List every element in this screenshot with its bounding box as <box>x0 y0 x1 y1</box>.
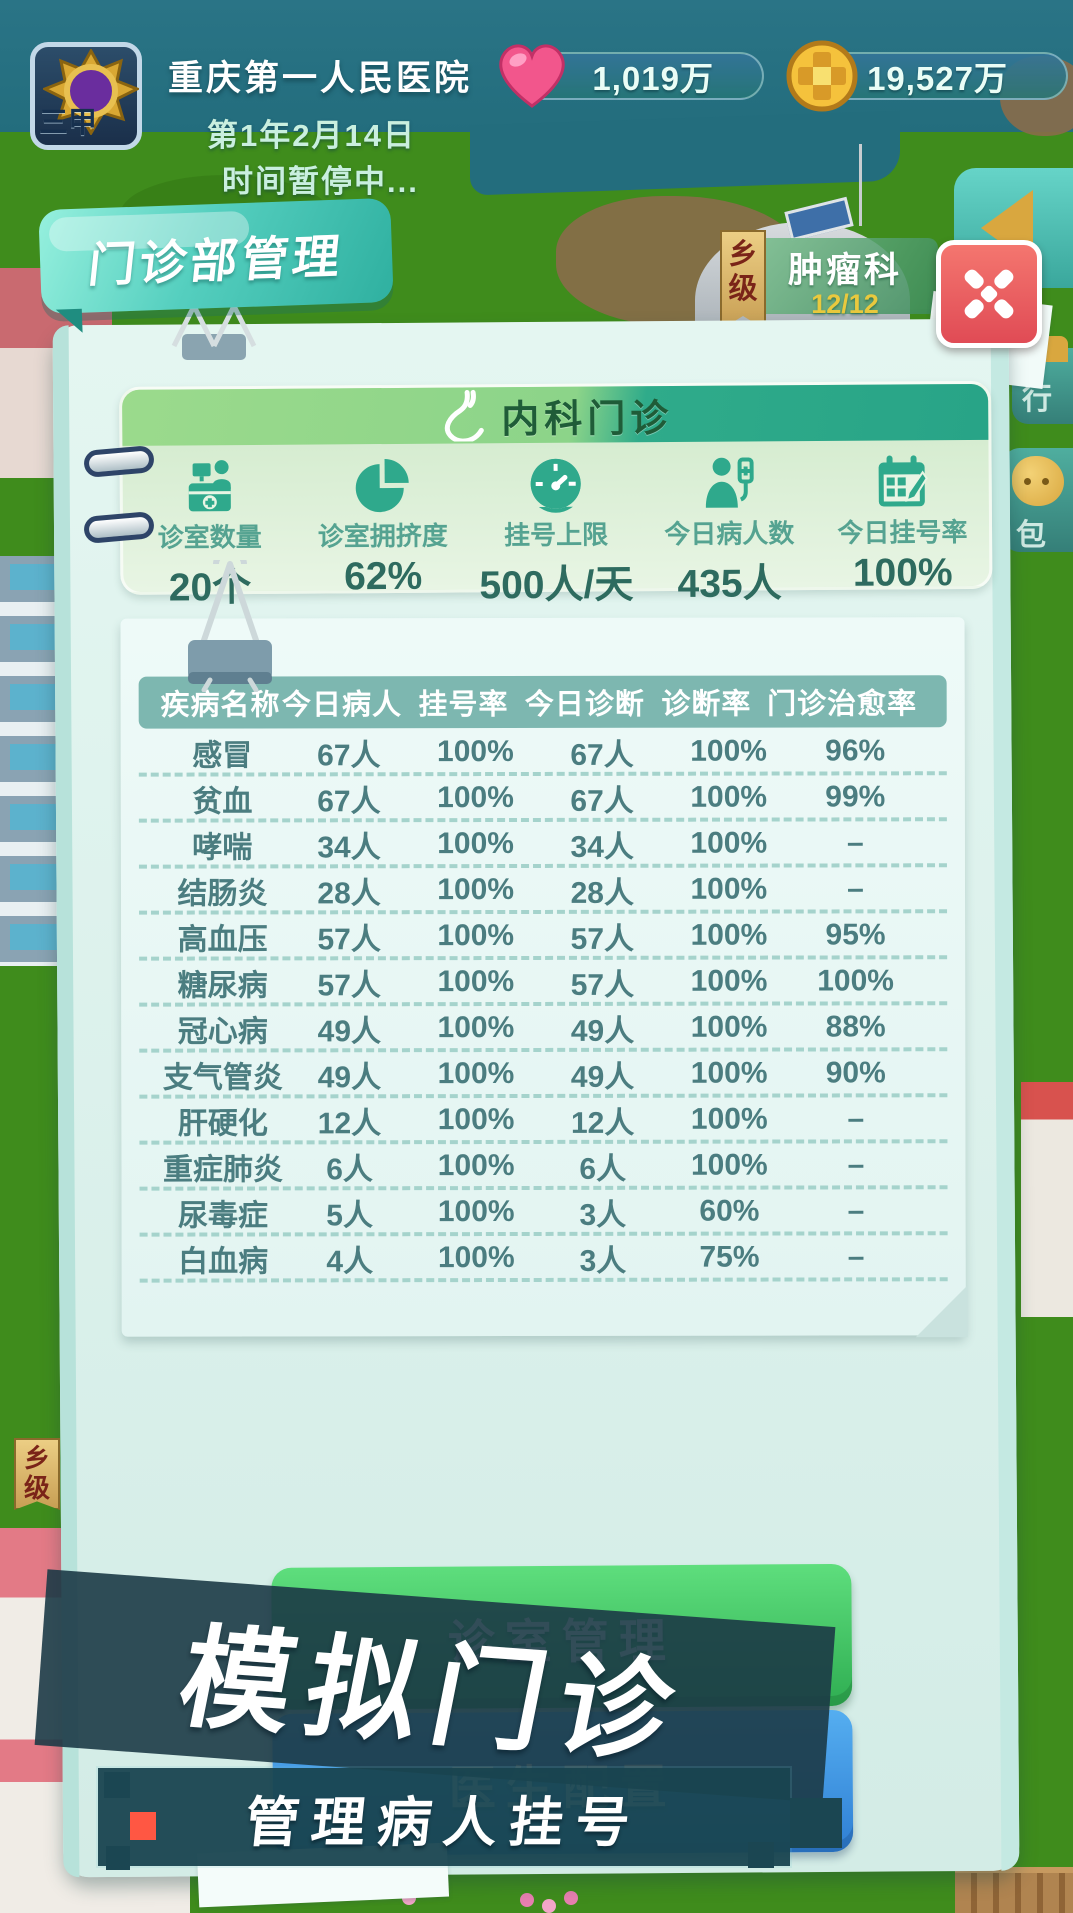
stat-label: 今日挂号率 <box>837 516 968 548</box>
close-button[interactable] <box>936 240 1042 348</box>
table-body: 感冒 67人 100% 67人 100% 96% 贫血 67人 100% 67人 100% 99% … <box>138 729 948 1283</box>
hospital-grade-badge[interactable]: 三甲 <box>30 42 142 150</box>
clinic-header: 内科门诊 <box>122 383 989 446</box>
pixel-decoration <box>104 1772 130 1798</box>
col-cure-rate: 门诊治愈率 <box>767 688 918 721</box>
game-date: 第1年2月14日 <box>207 118 416 153</box>
binder-clip-top <box>171 300 257 360</box>
table-row: 结肠炎 28人 100% 28人 100% – <box>138 867 948 915</box>
time-paused-status: 时间暂停中... <box>222 164 419 199</box>
stat-label: 诊室拥挤度 <box>317 520 448 552</box>
pixel-decoration <box>748 1842 774 1868</box>
stat-today-patients: 今日病人数 435人 <box>642 441 816 609</box>
money-value: 19,527万 <box>867 60 1008 97</box>
tutorial-step-text: 管理病人挂号 <box>242 1792 645 1853</box>
table-row: 高血压 57人 100% 57人 100% 95% <box>139 913 948 961</box>
gauge-icon <box>530 458 581 513</box>
stat-crowding: 诊室拥挤度 62% <box>296 443 470 611</box>
bank-label: 行 <box>1022 383 1052 416</box>
oncology-dept-tag[interactable]: 肿瘤科 12/12 <box>752 238 938 319</box>
stat-label: 今日病人数 <box>664 518 795 550</box>
dept-count: 12/12 <box>811 289 879 319</box>
dept-name: 肿瘤科 <box>787 251 902 290</box>
patient-iv-icon <box>706 457 754 508</box>
pie-chart-icon <box>355 459 409 513</box>
bag-icon <box>1012 456 1064 506</box>
col-register-rate: 挂号率 <box>418 689 509 722</box>
stat-room-count: 诊室数量 20个 <box>122 445 296 613</box>
pixel-decoration <box>106 1846 130 1870</box>
banner-fold <box>55 308 83 334</box>
table-row: 重症肺炎 6人 100% 6人 100% – <box>139 1143 948 1191</box>
disease-table-sheet: 疾病名称 今日病人 挂号率 今日诊断 诊断率 门诊治愈率 感冒 67人 100% 67… <box>120 617 968 1338</box>
flowers <box>520 1893 534 1907</box>
table-row: 感冒 67人 100% 67人 100% 96% <box>138 729 947 777</box>
coin-icon <box>786 40 858 112</box>
table-row: 尿毒症 5人 100% 3人 60% – <box>139 1189 948 1237</box>
medal-icon <box>43 49 139 135</box>
table-row: 肝硬化 12人 100% 12人 100% – <box>139 1097 948 1145</box>
bag-label: 包 <box>1016 519 1046 552</box>
table-row: 冠心病 49人 100% 49人 100% 88% <box>139 1005 948 1053</box>
stat-register-limit: 挂号上限 500人/天 <box>469 442 643 610</box>
table-row: 支气管炎 49人 100% 49人 100% 90% <box>139 1051 948 1099</box>
stat-label: 诊室数量 <box>157 521 262 553</box>
col-today-diagnosis: 今日诊断 <box>524 688 645 721</box>
stat-value: 62% <box>343 554 423 599</box>
binder-clip-bottom <box>188 560 272 692</box>
stat-register-rate: 今日挂号率 100% <box>815 440 989 608</box>
hospital-name: 重庆第一人民医院 <box>168 59 473 98</box>
clinic-name: 内科门诊 <box>501 397 674 441</box>
pixel-decoration <box>130 1812 156 1840</box>
grade-label: 三甲 <box>39 107 98 139</box>
dept-level-ribbon: 乡级 <box>720 230 766 330</box>
tutorial-step-banner[interactable]: 管理病人挂号 <box>98 1768 790 1866</box>
stat-value: 100% <box>852 551 953 595</box>
close-icon <box>964 269 1014 319</box>
reception-desk-icon <box>188 460 231 512</box>
stomach-icon <box>444 389 484 442</box>
stat-label: 挂号上限 <box>503 519 609 551</box>
table-row: 贫血 67人 100% 67人 100% 99% <box>138 775 947 823</box>
solar-panel <box>784 196 854 242</box>
map-water-edge <box>470 110 900 196</box>
sidebar-bag-button[interactable]: 包 <box>1002 448 1073 552</box>
table-row: 白血病 4人 100% 3人 75% – <box>139 1235 948 1283</box>
col-diagnosis-rate: 诊断率 <box>661 688 752 721</box>
table-row: 哮喘 34人 100% 34人 100% – <box>138 821 947 869</box>
outpatient-panel: 内科门诊 诊室数量 20个 <box>52 318 1020 1878</box>
tutorial-overlay-text: 模拟门诊 <box>169 1615 697 1776</box>
reputation-value: 1,019万 <box>592 60 714 97</box>
pixel-decoration <box>790 1798 842 1848</box>
stat-value: 435人 <box>677 562 782 606</box>
village-level-tag: 乡级 <box>14 1438 60 1510</box>
heart-icon <box>499 44 565 108</box>
stat-value: 500人/天 <box>479 563 634 608</box>
clinic-stats-card: 内科门诊 诊室数量 20个 <box>119 380 993 610</box>
page-title: 门诊部管理 <box>85 228 346 292</box>
fence <box>955 1867 1073 1913</box>
antenna <box>859 144 862 226</box>
col-today-patients: 今日病人 <box>281 689 403 722</box>
table-row: 糖尿病 57人 100% 57人 100% 100% <box>139 959 948 1007</box>
stats-row: 诊室数量 20个 诊室拥挤度 62% <box>122 440 989 610</box>
page-fold <box>915 1285 968 1338</box>
page-title-banner: 门诊部管理 <box>38 197 394 334</box>
building-right <box>1021 1082 1073 1317</box>
calendar-pen-icon <box>878 455 929 507</box>
